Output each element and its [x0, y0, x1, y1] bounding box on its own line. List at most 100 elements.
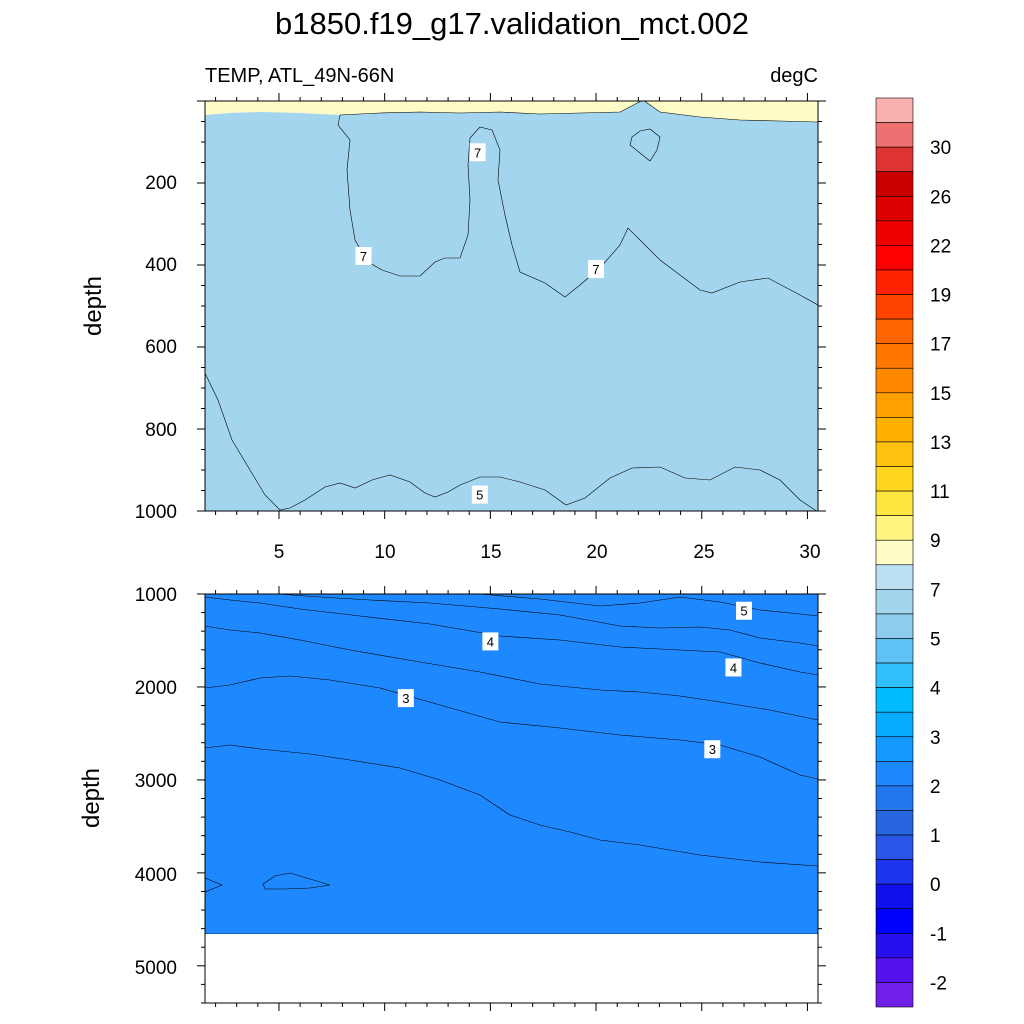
- colorbar-tick-label: 0: [930, 875, 941, 896]
- colorbar-box: [875, 171, 914, 197]
- colorbar-tick-label: 30: [930, 138, 951, 159]
- colorbar-box: [875, 687, 914, 713]
- contour-label: 3: [704, 740, 721, 759]
- colorbar-tick-label: 17: [930, 335, 951, 356]
- upper-tick-labels: 200 400 600 800 1000 5 10 15 20 25 30: [135, 173, 821, 563]
- lower-contour-labels: 5 4 4 3 3: [397, 601, 753, 759]
- contour-label-text: 3: [709, 742, 716, 757]
- variable-label: TEMP, ATL_49N-66N: [205, 65, 394, 87]
- upper-y-tick-label: 600: [145, 337, 177, 358]
- colorbar-box: [875, 859, 914, 885]
- contour-label-box: [397, 689, 414, 708]
- lower-y-tick-label: 2000: [135, 678, 177, 699]
- colorbar-box: [875, 466, 914, 492]
- contour-label-text: 4: [730, 660, 737, 675]
- colorbar-box: [875, 810, 914, 836]
- contour-label-text: 7: [592, 262, 599, 277]
- contour-label-text: 4: [487, 634, 494, 649]
- colorbar-box: [875, 957, 914, 983]
- contour-label-box: [725, 658, 742, 677]
- chart-title: b1850.f19_g17.validation_mct.002: [275, 6, 749, 41]
- colorbar-tick-label: 4: [930, 679, 941, 700]
- contour-label-box: [736, 601, 753, 620]
- colorbar-box: [875, 564, 914, 590]
- colorbar-box: [875, 785, 914, 811]
- fill-band-2-3: [205, 594, 818, 934]
- colorbar-box: [875, 711, 914, 738]
- lower-y-tick-label: 1000: [135, 585, 177, 606]
- colorbar-box: [875, 613, 914, 639]
- upper-contour-labels: 7 7 7 5: [355, 143, 605, 504]
- colorbar-box: [875, 736, 914, 762]
- fill-band-0-1-blob: [262, 872, 331, 890]
- contour-label-box: [588, 260, 605, 279]
- contour-label-box: [704, 740, 721, 759]
- contour-label: 5: [471, 485, 488, 504]
- colorbar-box: [875, 932, 914, 959]
- colorbar-box: [875, 761, 914, 787]
- colorbar-box: [875, 97, 914, 123]
- colorbar-tick-label: 2: [930, 777, 941, 798]
- colorbar-box: [875, 638, 914, 664]
- upper-x-tick-label: 20: [586, 542, 607, 563]
- upper-y-tick-label: 400: [145, 255, 177, 276]
- colorbar-box: [875, 122, 914, 148]
- colorbar-tick-label: 3: [930, 728, 941, 749]
- colorbar-box: [875, 417, 914, 443]
- contour-label-text: 5: [740, 604, 747, 619]
- fill-band-6-7: [205, 101, 818, 511]
- colorbar-tick-label: -1: [930, 924, 947, 945]
- colorbar-box: [875, 441, 914, 467]
- colorbar-box: [875, 318, 914, 344]
- contour-label: 3: [397, 689, 414, 708]
- colorbar-box: [875, 662, 914, 688]
- lower-panel: 1000 2000 3000 4000 5000 depth 5 4 4 3 3: [78, 585, 826, 1011]
- colorbar-box: [875, 146, 914, 173]
- fill-band-4-5-lower: [205, 594, 818, 721]
- no-data-region: [205, 934, 818, 1003]
- contour-label: 4: [725, 658, 742, 677]
- fill-band-6-7-lower: [277, 594, 818, 647]
- lower-y-tick-label: 3000: [135, 771, 177, 792]
- colorbar-box: [875, 195, 914, 222]
- colorbar-box: [875, 269, 914, 295]
- fill-band-7-8-blob: [629, 128, 661, 162]
- colorbar-box: [875, 392, 914, 418]
- colorbar-box: [875, 589, 914, 615]
- upper-y-tick-label: 800: [145, 420, 177, 441]
- upper-axis-ticks: [197, 93, 826, 519]
- colorbar-box: [875, 367, 914, 394]
- colorbar-tick-label: 15: [930, 384, 951, 405]
- colorbar: 30 26 22 19 17 15 13 11 9 7 5 4 3 2 1 0 -1 -2: [875, 97, 951, 1008]
- upper-x-tick-label: 10: [374, 542, 395, 563]
- contour-label-text: 7: [360, 249, 367, 264]
- fill-band-1-2-lower: [205, 744, 818, 935]
- upper-x-tick-label: 15: [480, 542, 501, 563]
- contour-label-box: [469, 143, 486, 162]
- upper-panel: 200 400 600 800 1000 5 10 15 20 25 30 de…: [80, 93, 826, 563]
- upper-x-tick-label: 30: [799, 542, 820, 563]
- colorbar-box: [875, 982, 914, 1008]
- upper-x-tick-label: 5: [274, 542, 285, 563]
- contour-label: 7: [469, 143, 486, 162]
- lower-y-tick-label: 5000: [135, 958, 177, 979]
- contour-label: 7: [355, 246, 372, 265]
- fill-band-3-4-lower: [205, 594, 818, 780]
- colorbar-box: [875, 220, 914, 246]
- lower-y-axis-label: depth: [78, 768, 105, 828]
- upper-y-tick-label: 1000: [135, 502, 177, 523]
- fill-band-5-6-lower: [205, 594, 818, 676]
- colorbar-box: [875, 245, 914, 271]
- contour-label-text: 3: [402, 691, 409, 706]
- fill-band-5-6: [205, 372, 818, 511]
- colorbar-box: [875, 490, 914, 516]
- contour-label: 5: [736, 601, 753, 620]
- contour-label-box: [355, 246, 372, 265]
- colorbar-box: [875, 883, 914, 910]
- upper-y-axis-label: depth: [80, 276, 107, 336]
- upper-x-tick-label: 25: [693, 542, 714, 563]
- fill-band-7-8-lower: [420, 594, 818, 617]
- colorbar-tick-label: -2: [930, 973, 947, 994]
- colorbar-box: [875, 343, 914, 369]
